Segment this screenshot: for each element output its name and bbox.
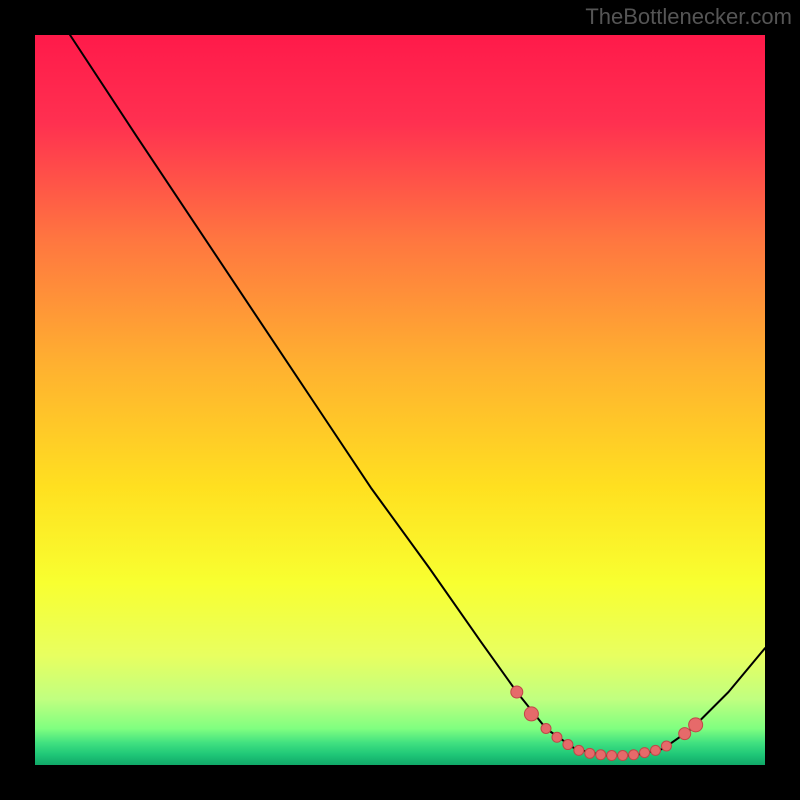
chart-container: TheBottlenecker.com: [0, 0, 800, 800]
watermark-text: TheBottlenecker.com: [585, 4, 792, 30]
gradient-background: [35, 35, 765, 765]
data-marker: [574, 745, 584, 755]
data-marker: [618, 751, 628, 761]
data-marker: [651, 745, 661, 755]
plot-area: [0, 0, 800, 800]
data-marker: [607, 751, 617, 761]
data-marker: [511, 686, 523, 698]
data-marker: [596, 750, 606, 760]
data-marker: [629, 750, 639, 760]
data-marker: [541, 724, 551, 734]
data-marker: [679, 728, 691, 740]
data-marker: [640, 748, 650, 758]
data-marker: [552, 732, 562, 742]
data-marker: [524, 707, 538, 721]
data-marker: [563, 740, 573, 750]
plot-svg: [0, 0, 800, 800]
data-marker: [585, 748, 595, 758]
data-marker: [689, 718, 703, 732]
data-marker: [661, 741, 671, 751]
